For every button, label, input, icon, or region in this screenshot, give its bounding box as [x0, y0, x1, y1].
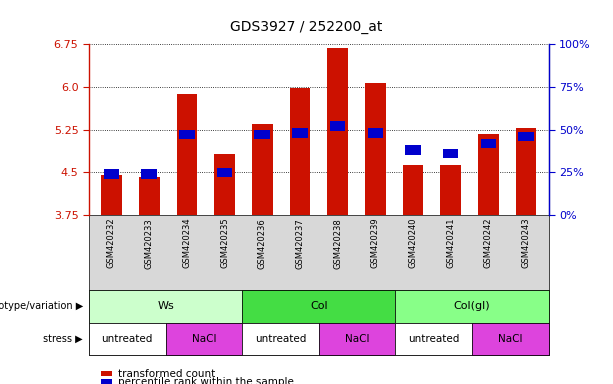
Bar [254, 130, 270, 139]
Bar [289, 88, 310, 215]
Text: NaCl: NaCl [345, 334, 369, 344]
Text: NaCl: NaCl [192, 334, 216, 344]
Text: percentile rank within the sample: percentile rank within the sample [118, 377, 294, 384]
Text: Col(gl): Col(gl) [454, 301, 490, 311]
Bar [516, 129, 536, 215]
Bar [217, 168, 232, 177]
Text: untreated: untreated [102, 334, 153, 344]
Bar [292, 128, 308, 138]
Bar [327, 48, 348, 215]
Bar [214, 154, 235, 215]
Text: Ws: Ws [157, 301, 174, 311]
Bar [101, 175, 122, 215]
Bar [179, 130, 195, 139]
Text: transformed count: transformed count [118, 369, 216, 379]
Bar [481, 139, 496, 148]
Bar [405, 146, 421, 155]
Text: untreated: untreated [408, 334, 459, 344]
Bar [443, 149, 459, 158]
Bar [104, 169, 120, 179]
Bar [368, 128, 383, 138]
Bar [403, 166, 424, 215]
Bar [139, 177, 159, 215]
Text: stress ▶: stress ▶ [43, 334, 83, 344]
Bar [177, 94, 197, 215]
Bar [478, 134, 499, 215]
Text: GDS3927 / 252200_at: GDS3927 / 252200_at [230, 20, 383, 34]
Bar [330, 121, 345, 131]
Text: untreated: untreated [255, 334, 306, 344]
Text: genotype/variation ▶: genotype/variation ▶ [0, 301, 83, 311]
Text: NaCl: NaCl [498, 334, 522, 344]
Bar [142, 169, 157, 179]
Bar [252, 124, 273, 215]
Text: Col: Col [310, 301, 327, 311]
Bar [365, 83, 386, 215]
Bar [440, 165, 461, 215]
Bar [518, 132, 534, 141]
